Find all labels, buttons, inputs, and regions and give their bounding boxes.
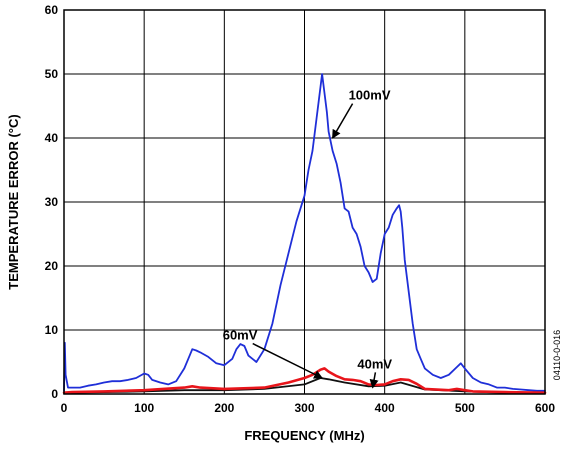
annotation-label: 100mV: [349, 88, 391, 103]
annotation-arrow: [252, 342, 324, 379]
x-tick-label: 200: [214, 401, 234, 415]
x-tick-label: 600: [535, 401, 555, 415]
annotation-arrow: [369, 372, 379, 389]
figure-id: 04110-0-016: [552, 330, 562, 380]
y-tick-label: 30: [45, 195, 59, 209]
x-tick-label: 0: [61, 401, 68, 415]
tick-labels: 0 100 200 300 400 500 600 0 10 20 30 40 50 60: [45, 3, 556, 415]
annotation-label: 60mV: [223, 328, 258, 343]
y-axis-label: TEMPERATURE ERROR (°C): [6, 114, 21, 289]
y-tick-label: 20: [45, 259, 59, 273]
y-tick-label: 10: [45, 323, 59, 337]
series-line-60mv: [62, 367, 547, 395]
grid: [64, 10, 545, 394]
y-tick-label: 0: [51, 387, 58, 401]
x-axis-label: FREQUENCY (MHz): [244, 428, 364, 443]
y-tick-label: 60: [45, 3, 59, 17]
series-layer: [62, 73, 547, 395]
annotations: 100mV 60mV 40mV: [223, 88, 392, 389]
x-tick-label: 300: [294, 401, 314, 415]
plot-frame: [63, 9, 546, 395]
annotation-label: 40mV: [357, 356, 392, 371]
annotation-arrow: [331, 103, 354, 139]
x-tick-label: 400: [375, 401, 395, 415]
series-line-100mv: [63, 73, 546, 392]
y-tick-label: 50: [45, 67, 59, 81]
y-tick-label: 40: [45, 131, 59, 145]
x-tick-label: 500: [455, 401, 475, 415]
x-tick-label: 100: [134, 401, 154, 415]
